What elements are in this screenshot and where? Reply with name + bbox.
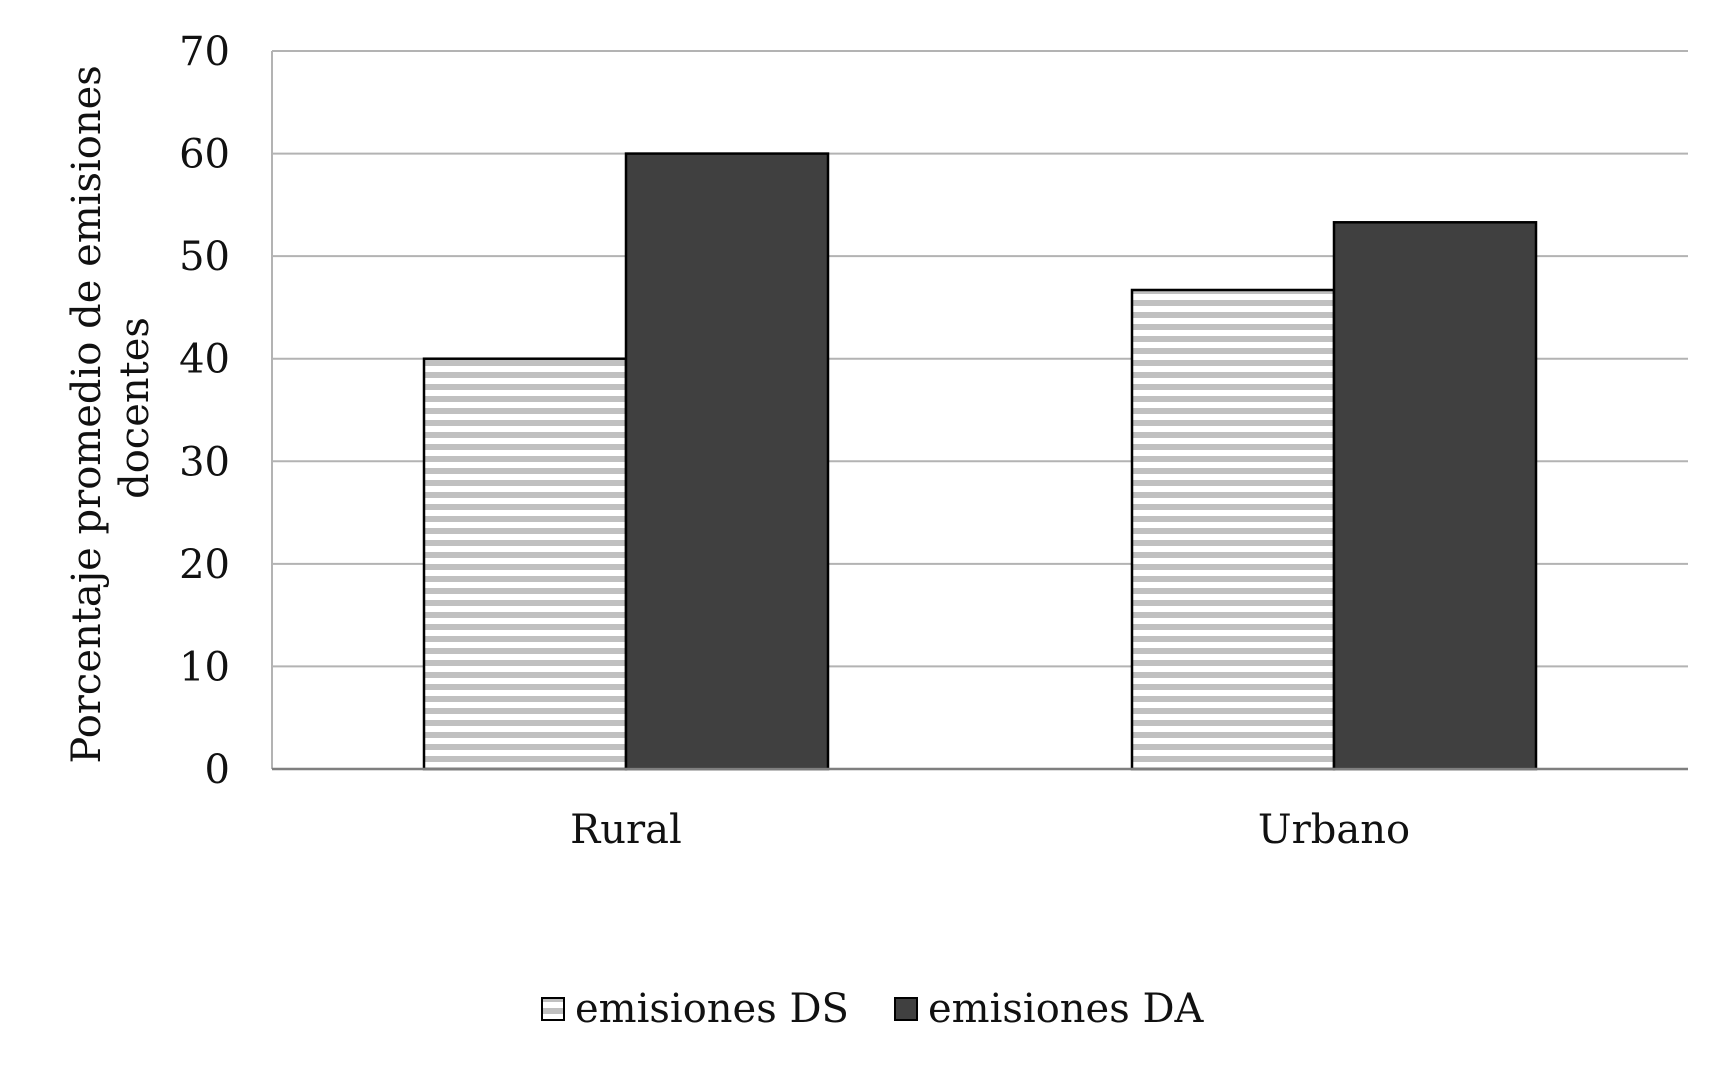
legend-label-ds: emisiones DS bbox=[575, 986, 849, 1032]
x-category-label: Urbano bbox=[1258, 807, 1410, 853]
y-axis-title: Porcentaje promedio de emisiones docente… bbox=[64, 52, 158, 763]
bar-urbano-da bbox=[1332, 221, 1538, 771]
y-axis-title-line-1: Porcentaje promedio de emisiones bbox=[64, 65, 110, 763]
y-tick-label: 70 bbox=[179, 29, 230, 75]
y-tick-label: 50 bbox=[179, 234, 230, 280]
bar-rural-ds bbox=[422, 357, 628, 771]
legend-swatch-ds bbox=[541, 997, 565, 1021]
bar-rural-da bbox=[624, 152, 830, 771]
y-tick-label: 40 bbox=[179, 337, 230, 383]
y-tick-label: 0 bbox=[205, 747, 230, 793]
y-tick-label: 20 bbox=[179, 542, 230, 588]
x-category-label: Rural bbox=[570, 807, 682, 853]
bars bbox=[422, 152, 1538, 771]
legend-swatch-da bbox=[894, 997, 918, 1021]
y-tick-labels: 0 10 20 30 40 50 60 70 bbox=[179, 29, 230, 793]
y-tick-label: 30 bbox=[179, 439, 230, 485]
bar-urbano-ds bbox=[1130, 288, 1336, 771]
x-category-labels: Rural Urbano bbox=[570, 807, 1410, 853]
legend: emisiones DS emisiones DA bbox=[541, 986, 1205, 1032]
y-axis-title-line-2: docentes bbox=[112, 317, 158, 499]
y-tick-label: 10 bbox=[179, 644, 230, 690]
y-tick-label: 60 bbox=[179, 132, 230, 178]
legend-label-da: emisiones DA bbox=[928, 986, 1205, 1032]
